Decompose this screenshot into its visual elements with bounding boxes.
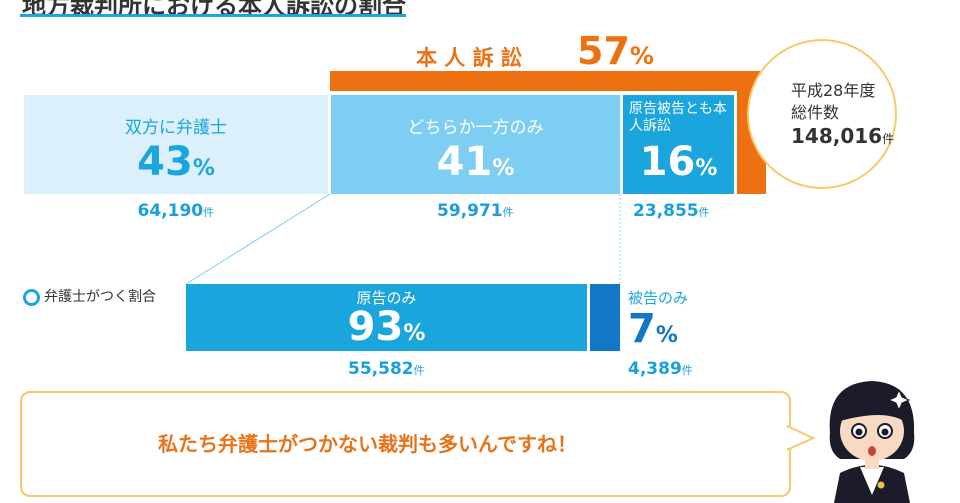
bottom-segment-pct-value: 7 — [628, 306, 656, 352]
total-count-unit: 件 — [882, 132, 895, 146]
total-year-label: 平成28年度 — [791, 81, 876, 100]
top-segment-pct-symbol: % — [695, 156, 718, 181]
total-count: 148,016件 — [791, 124, 894, 148]
bottom-segment-label: 原告のみ — [356, 289, 417, 307]
total-count-label: 総件数 — [791, 103, 840, 122]
top-segment-one-side: どちらか一方のみ 41% — [331, 95, 620, 194]
bottom-segment-count-value: 55,582 — [348, 359, 414, 379]
top-segment-label: 原告被告とも本人訴訟 — [629, 101, 727, 134]
top-segment-count: 59,971件 — [437, 201, 514, 221]
top-segment-count-unit: 件 — [698, 206, 710, 219]
speech-bubble-tail — [787, 424, 816, 452]
title-underline — [20, 14, 406, 17]
total-count-value: 148,016 — [791, 124, 883, 148]
top-segment-count-unit: 件 — [203, 206, 215, 219]
bottom-segment-pct-symbol: % — [403, 321, 426, 346]
top-segment-neither: 原告被告とも本人訴訟 16% — [623, 95, 734, 194]
honnin-percentage: 57% — [577, 29, 654, 73]
speech-bubble — [20, 391, 791, 497]
top-segment-percentage: 16% — [623, 139, 734, 185]
top-segment-both-lawyers: 双方に弁護士 43% — [24, 95, 328, 194]
honnin-pct-symbol: % — [629, 42, 654, 70]
top-segment-count-value: 23,855 — [633, 201, 699, 221]
bottom-segment-plaintiff-only: 原告のみ 93% — [186, 284, 587, 351]
bottom-segment-defendant-only — [590, 284, 620, 351]
top-segment-count: 64,190件 — [138, 201, 215, 221]
honnin-pct-value: 57 — [577, 29, 630, 73]
total-cases-circle — [747, 39, 897, 189]
top-segment-pct-value: 41 — [436, 139, 493, 185]
top-segment-percentage: 43% — [24, 139, 328, 185]
bottom-segment-count: 4,389件 — [628, 359, 693, 379]
top-segment-label: どちらか一方のみ — [407, 118, 544, 138]
bottom-segment-count-value: 4,389 — [628, 359, 682, 379]
top-segment-pct-symbol: % — [492, 156, 515, 181]
top-segment-pct-value: 16 — [639, 139, 696, 185]
bottom-segment-percentage: 7% — [628, 306, 678, 352]
lawyer-character-illustration — [829, 381, 915, 503]
honnin-bracket-top — [330, 71, 766, 91]
top-segment-count-unit: 件 — [502, 206, 514, 219]
top-segment-pct-value: 43 — [137, 139, 193, 185]
top-segment-count: 23,855件 — [633, 201, 710, 221]
lawyer-ratio-label: 弁護士がつく割合 — [44, 289, 156, 305]
bottom-segment-pct-symbol: % — [655, 323, 678, 348]
connector-left — [185, 193, 331, 285]
bottom-segment-count-unit: 件 — [681, 364, 693, 377]
bottom-segment-count-unit: 件 — [413, 364, 425, 377]
bottom-segment-percentage: 93% — [186, 304, 587, 350]
bottom-segment-label: 被告のみ — [628, 289, 689, 307]
honnin-label: 本 人 訴 訟 — [416, 46, 522, 70]
ratio-marker-icon — [23, 289, 40, 306]
top-segment-percentage: 41% — [331, 139, 620, 185]
top-segment-label: 双方に弁護士 — [125, 118, 227, 138]
bottom-segment-count: 55,582件 — [348, 359, 425, 379]
top-segment-pct-symbol: % — [192, 156, 215, 181]
top-segment-count-value: 64,190 — [137, 201, 204, 221]
speech-bubble-message: 私たち弁護士がつかない裁判も多いんですね！ — [158, 432, 577, 456]
top-segment-count-value: 59,971 — [437, 201, 503, 221]
bottom-segment-pct-value: 93 — [347, 304, 404, 350]
